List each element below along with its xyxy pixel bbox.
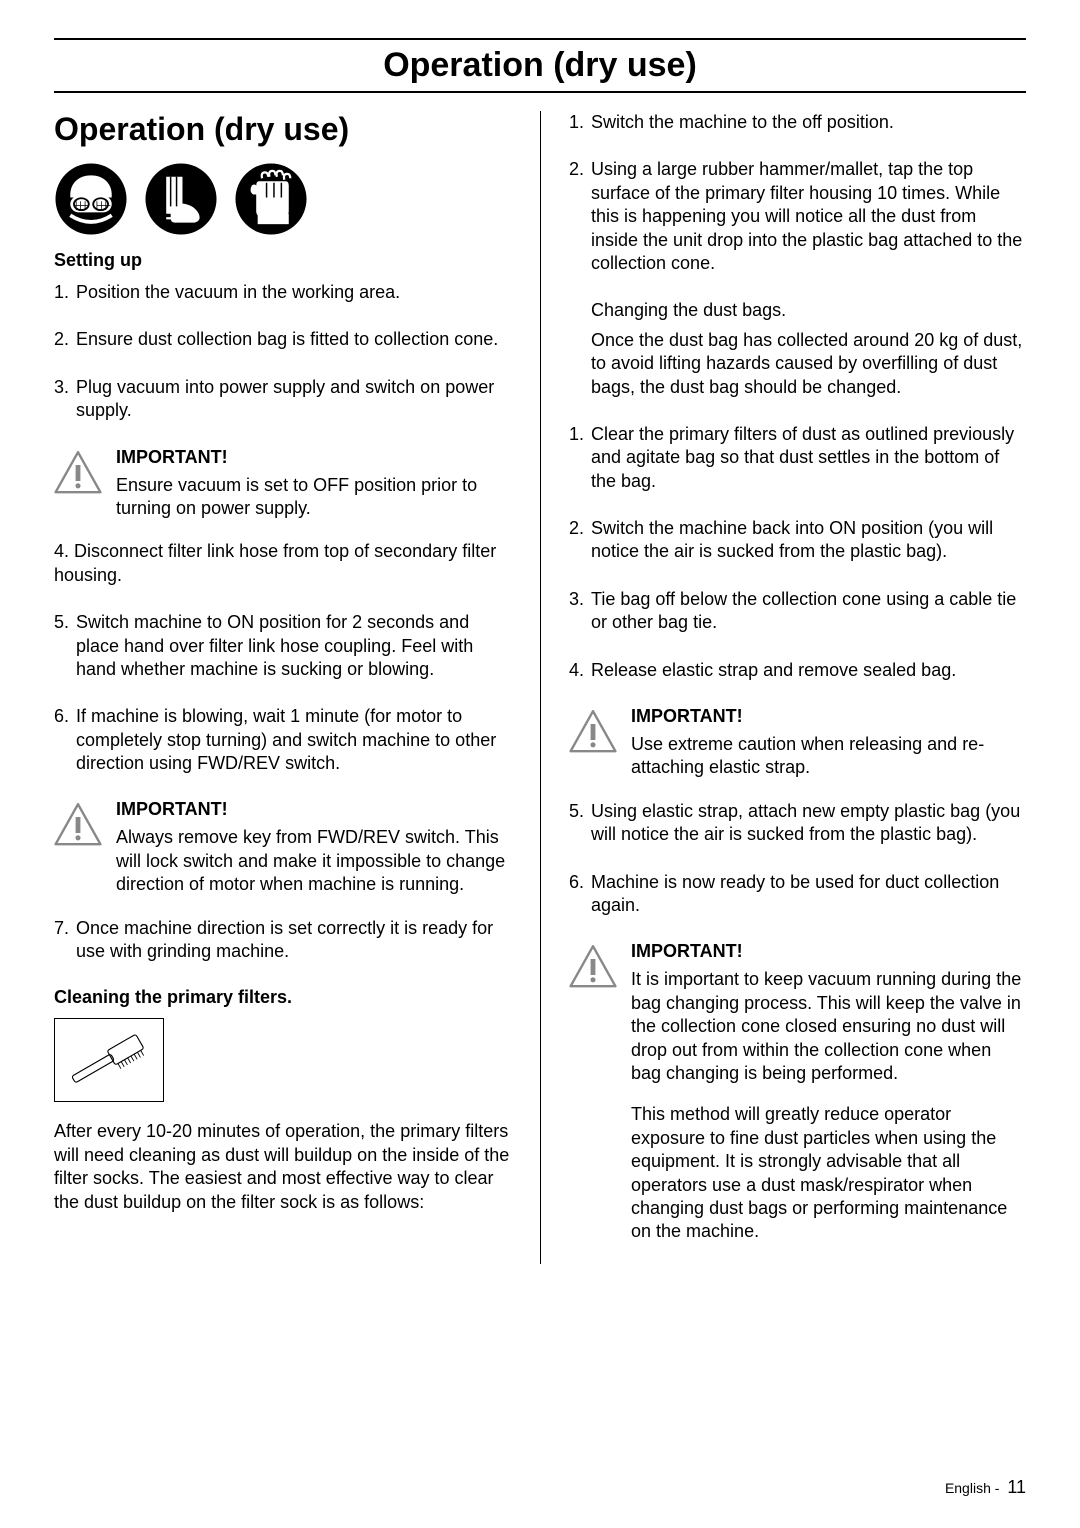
- note-body: Ensure vacuum is set to OFF position pri…: [116, 474, 512, 521]
- right-column: 1.Switch the machine to the off position…: [540, 111, 1026, 1264]
- setup-steps-2: 5.Switch machine to ON position for 2 se…: [54, 611, 512, 775]
- step-text: Machine is now ready to be used for duct…: [591, 872, 999, 915]
- step-text: Clear the primary filters of dust as out…: [591, 424, 1014, 491]
- setting-up-heading: Setting up: [54, 250, 512, 271]
- important-note-3: IMPORTANT! Use extreme caution when rele…: [569, 706, 1026, 780]
- step-text: If machine is blowing, wait 1 minute (fo…: [76, 706, 496, 773]
- note-body: Use extreme caution when releasing and r…: [631, 733, 1026, 780]
- step-text: Once machine direction is set correctly …: [76, 918, 493, 961]
- list-item: 5.Switch machine to ON position for 2 se…: [54, 611, 512, 681]
- bag-steps-1: 1.Clear the primary filters of dust as o…: [569, 423, 1026, 682]
- important-note-4: IMPORTANT! It is important to keep vacuu…: [569, 941, 1026, 1243]
- important-note-1: IMPORTANT! Ensure vacuum is set to OFF p…: [54, 447, 512, 521]
- note-body-2: This method will greatly reduce operator…: [631, 1103, 1026, 1243]
- list-item: 6.Machine is now ready to be used for du…: [569, 871, 1026, 918]
- top-rule: [54, 38, 1026, 40]
- list-item: 1.Switch the machine to the off position…: [569, 111, 1026, 134]
- note-body-1: It is important to keep vacuum running d…: [631, 968, 1026, 1085]
- note-label: IMPORTANT!: [631, 706, 1026, 727]
- cleaning-steps: 1.Switch the machine to the off position…: [569, 111, 1026, 275]
- brush-illustration: [54, 1018, 164, 1102]
- content-columns: Operation (dry use): [54, 111, 1026, 1264]
- footer-sep: -: [991, 1480, 1003, 1496]
- note-content: IMPORTANT! Ensure vacuum is set to OFF p…: [116, 447, 512, 521]
- boots-icon: [144, 162, 218, 236]
- step-text: Plug vacuum into power supply and switch…: [76, 377, 494, 420]
- step-text: Switch the machine to the off position.: [591, 112, 894, 132]
- page-footer: English - 11: [945, 1477, 1026, 1498]
- step-4-flat: 4. Disconnect filter link hose from top …: [54, 540, 512, 587]
- step-text: Using elastic strap, attach new empty pl…: [591, 801, 1020, 844]
- gloves-icon: [234, 162, 308, 236]
- cleaning-filters-heading: Cleaning the primary filters.: [54, 987, 512, 1008]
- changing-body: Once the dust bag has collected around 2…: [591, 329, 1026, 399]
- warning-icon: [569, 708, 617, 756]
- page-title: Operation (dry use): [54, 44, 1026, 91]
- footer-page-number: 11: [1007, 1477, 1026, 1497]
- list-item: 7.Once machine direction is set correctl…: [54, 917, 512, 964]
- footer-language: English: [945, 1480, 991, 1496]
- setup-steps-3: 7.Once machine direction is set correctl…: [54, 917, 512, 964]
- list-item: 2.Ensure dust collection bag is fitted t…: [54, 328, 512, 351]
- setup-steps-1: 1.Position the vacuum in the working are…: [54, 281, 512, 423]
- list-item: 3.Tie bag off below the collection cone …: [569, 588, 1026, 635]
- cleaning-body: After every 10-20 minutes of operation, …: [54, 1120, 512, 1214]
- step-text: Position the vacuum in the working area.: [76, 282, 400, 302]
- important-note-2: IMPORTANT! Always remove key from FWD/RE…: [54, 799, 512, 896]
- section-heading: Operation (dry use): [54, 111, 512, 148]
- note-content: IMPORTANT! It is important to keep vacuu…: [631, 941, 1026, 1243]
- warning-icon: [54, 449, 102, 497]
- step-text: Switch machine to ON position for 2 seco…: [76, 612, 473, 679]
- title-underline: [54, 91, 1026, 93]
- bag-steps-2: 5.Using elastic strap, attach new empty …: [569, 800, 1026, 918]
- list-item: 1.Position the vacuum in the working are…: [54, 281, 512, 304]
- note-body: Always remove key from FWD/REV switch. T…: [116, 826, 512, 896]
- goggles-helmet-icon: [54, 162, 128, 236]
- note-content: IMPORTANT! Use extreme caution when rele…: [631, 706, 1026, 780]
- list-item: 2.Using a large rubber hammer/mallet, ta…: [569, 158, 1026, 275]
- note-content: IMPORTANT! Always remove key from FWD/RE…: [116, 799, 512, 896]
- note-label: IMPORTANT!: [116, 799, 512, 820]
- step-text: Switch the machine back into ON position…: [591, 518, 993, 561]
- changing-bags-block: Changing the dust bags. Once the dust ba…: [569, 299, 1026, 399]
- warning-icon: [569, 943, 617, 991]
- list-item: 1.Clear the primary filters of dust as o…: [569, 423, 1026, 493]
- left-column: Operation (dry use): [54, 111, 540, 1264]
- step-text: Ensure dust collection bag is fitted to …: [76, 329, 498, 349]
- list-item: 3.Plug vacuum into power supply and swit…: [54, 376, 512, 423]
- warning-icon: [54, 801, 102, 849]
- note-label: IMPORTANT!: [631, 941, 1026, 962]
- safety-icons-row: [54, 162, 512, 236]
- list-item: 4.Release elastic strap and remove seale…: [569, 659, 1026, 682]
- step-text: Tie bag off below the collection cone us…: [591, 589, 1016, 632]
- note-label: IMPORTANT!: [116, 447, 512, 468]
- list-item: 5.Using elastic strap, attach new empty …: [569, 800, 1026, 847]
- step-text: Using a large rubber hammer/mallet, tap …: [591, 159, 1022, 273]
- list-item: 2.Switch the machine back into ON positi…: [569, 517, 1026, 564]
- list-item: 6.If machine is blowing, wait 1 minute (…: [54, 705, 512, 775]
- changing-heading: Changing the dust bags.: [591, 299, 1026, 322]
- step-text: Release elastic strap and remove sealed …: [591, 660, 956, 680]
